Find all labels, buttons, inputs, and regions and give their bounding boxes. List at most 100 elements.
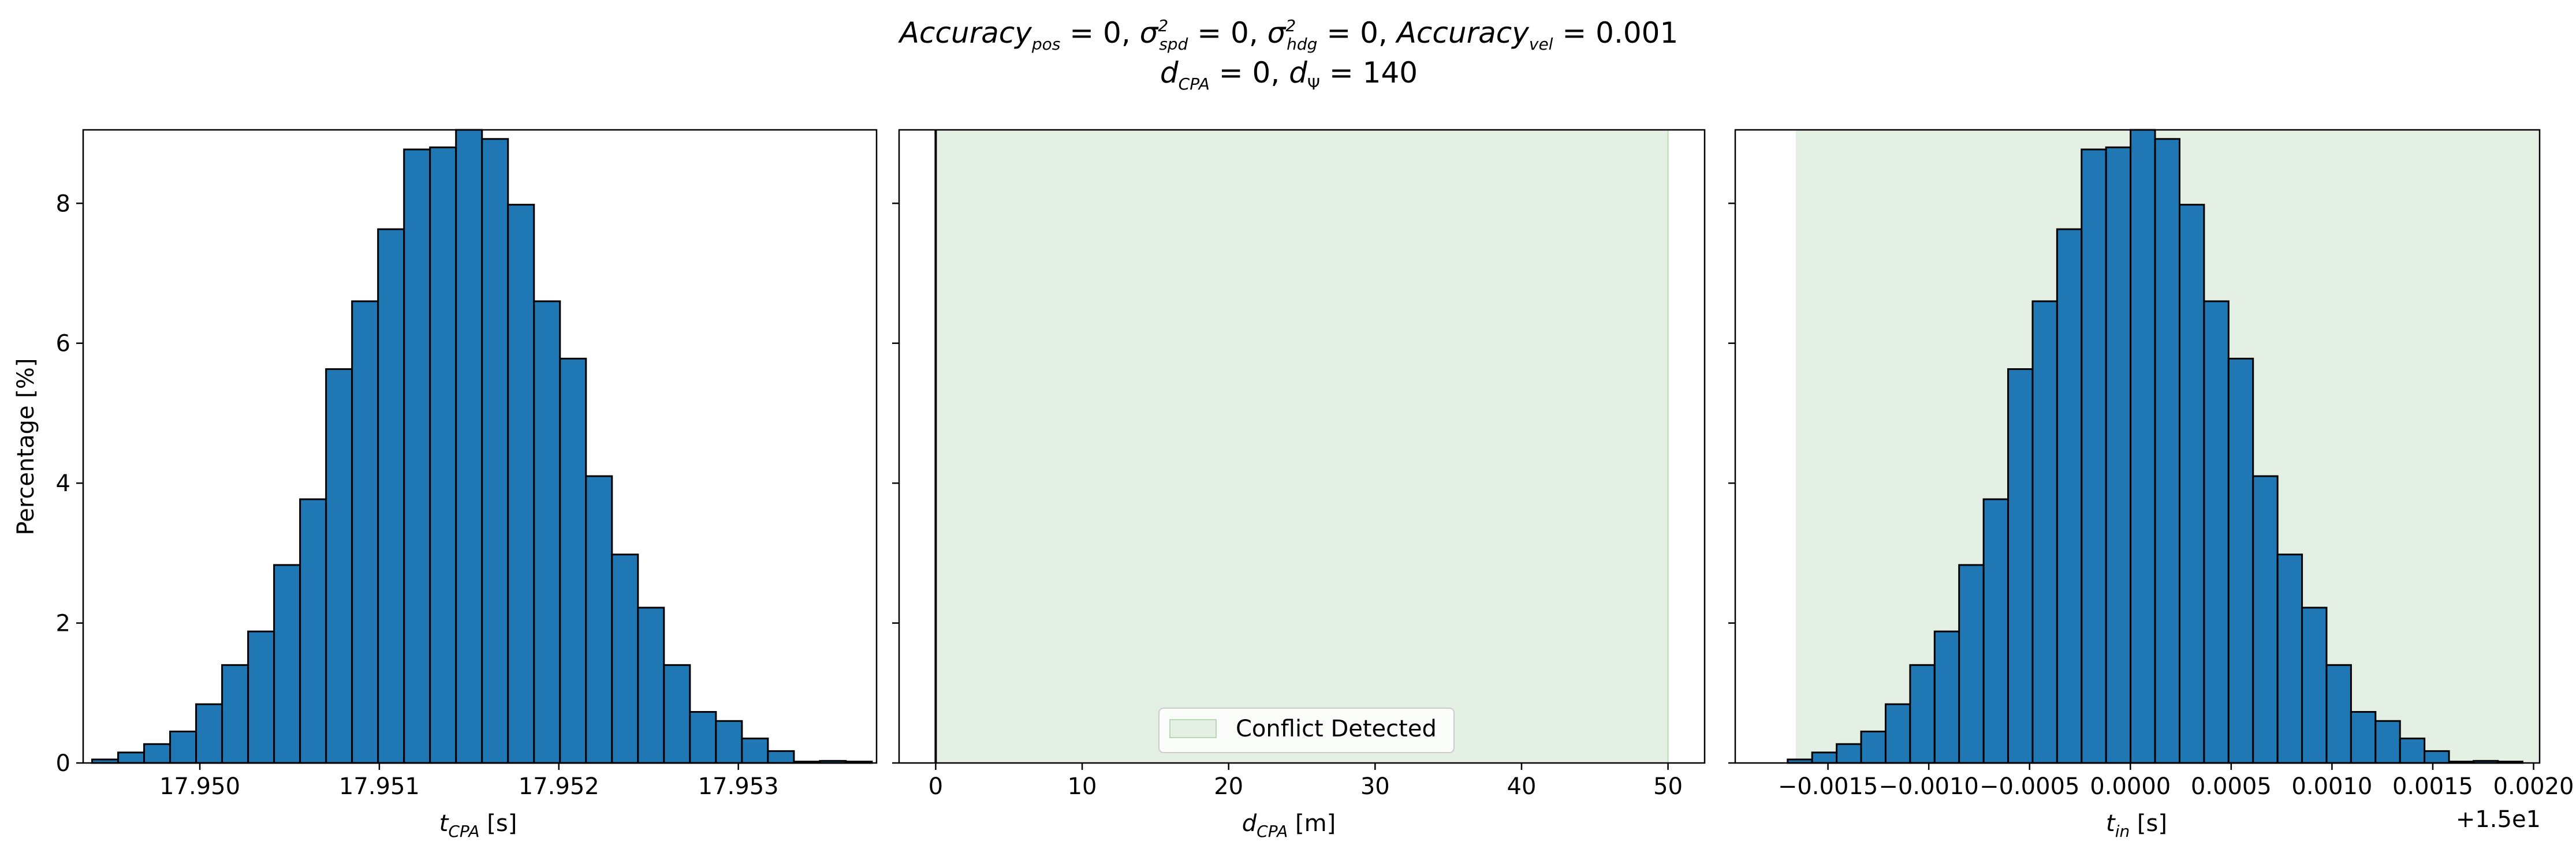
histogram-bar (2227, 357, 2254, 764)
histogram-bar (2252, 475, 2279, 764)
histogram-bar (767, 750, 795, 764)
t-cpa-axes: 17.950 17.951 17.952 17.953 0 2 4 6 8 (56, 129, 878, 800)
histogram-bar (247, 630, 275, 764)
x-tick-label: 0.0010 (2291, 773, 2372, 800)
histogram-bar (481, 138, 509, 764)
t-cpa-xlabel: tCPA [s] (439, 810, 517, 841)
histogram-bar (1860, 730, 1887, 764)
histogram-bar (325, 368, 353, 764)
histogram-bar (1982, 498, 2010, 764)
x-tick-label: 10 (1068, 773, 1097, 800)
y-tick-label: 2 (56, 611, 70, 637)
x-tick-label: −0.0010 (1878, 773, 1978, 800)
histogram-bar (2154, 138, 2180, 764)
y-tick-label: 0 (56, 750, 70, 777)
histogram-bar (533, 300, 561, 764)
histogram-bar (195, 703, 223, 764)
histogram-bar (1836, 743, 1862, 764)
y-tick-label: 6 (56, 331, 70, 357)
histogram-bar (455, 129, 483, 764)
histogram-bar (1811, 751, 1838, 764)
conflict-detected-region (935, 130, 1668, 763)
histogram-bar (585, 475, 613, 764)
x-tick-label: 0.0000 (2090, 773, 2171, 800)
panel-t-in: −0.0015 −0.0010 −0.0005 0.0000 0.0005 0.0010 0… (1728, 129, 2574, 841)
t-in-bars (1735, 129, 2540, 764)
histogram-bar (429, 146, 457, 764)
axes-frame (1734, 129, 2541, 764)
figure-title-line1: Accuracypos = 0, σ2 spd = 0, σ2 hdg = 0, A… (898, 16, 1679, 54)
histogram-bar (689, 711, 717, 764)
d-cpa-axes: 0 10 20 30 40 50 (892, 129, 1706, 800)
histogram-bar (637, 607, 665, 764)
panel-d-cpa: 0 10 20 30 40 50 Conflict Detected dCPA [m] (892, 129, 1706, 841)
d-cpa-xlabel: dCPA [m] (1242, 810, 1336, 841)
histogram-bar (2178, 204, 2205, 764)
histogram-bar (2130, 129, 2156, 764)
t-cpa-bars (83, 129, 877, 764)
x-tick-label: 20 (1214, 773, 1243, 800)
d-cpa-region (899, 130, 1705, 763)
histogram-bar (663, 664, 691, 764)
axes-frame (82, 129, 878, 764)
histogram-bar (715, 720, 743, 764)
x-tick-label: 0 (929, 773, 943, 800)
histogram-bar (2424, 750, 2450, 764)
t-in-axes: −0.0015 −0.0010 −0.0005 0.0000 0.0005 0.0010 0… (1728, 129, 2574, 800)
x-tick-label: −0.0005 (1979, 773, 2079, 800)
histogram-bar (1884, 703, 1911, 764)
y-tick-label: 4 (56, 470, 70, 497)
histogram-bar (273, 564, 301, 764)
histogram-bar (299, 498, 327, 764)
x-tick-label: 50 (1653, 773, 1683, 800)
axes-frame (898, 129, 1706, 764)
y-axis-label: Percentage [%] (13, 358, 39, 536)
x-tick-label: 30 (1360, 773, 1390, 800)
x-tick-label: 0.0020 (2493, 773, 2574, 800)
histogram-bar (2081, 148, 2107, 764)
x-tick-label: 17.952 (519, 773, 599, 800)
legend-frame (1158, 708, 1455, 753)
histogram-bar (559, 357, 587, 764)
panel-t-cpa: 17.950 17.951 17.952 17.953 0 2 4 6 8 tCPA [s] P… (13, 129, 878, 841)
histogram-bar (221, 664, 249, 764)
t-in-offset-text: +1.5e1 (2456, 806, 2541, 833)
histogram-bar (1958, 564, 1985, 764)
legend-swatch (1169, 719, 1217, 738)
histogram-bar (2007, 368, 2034, 764)
legend: Conflict Detected (1158, 708, 1455, 753)
x-tick-label: 0.0015 (2392, 773, 2473, 800)
histogram-bar (117, 751, 146, 764)
x-tick-label: −0.0015 (1778, 773, 1878, 800)
x-tick-label: 17.953 (698, 773, 779, 800)
histogram-bar (1933, 630, 1960, 764)
histogram-bar (741, 738, 769, 764)
x-tick-label: 0.0005 (2191, 773, 2272, 800)
histogram-bar (2031, 300, 2058, 764)
histogram-bar (377, 228, 405, 764)
histogram-bar (2399, 738, 2426, 764)
x-tick-label: 40 (1507, 773, 1537, 800)
t-in-xlabel: tin [s] (2106, 810, 2167, 841)
histogram-bar (2325, 664, 2352, 764)
histogram-bar (403, 148, 431, 764)
histogram-bar (2105, 146, 2132, 764)
x-tick-label: 17.951 (339, 773, 420, 800)
figure-title-line2: dCPA = 0, dΨ = 140 (1160, 56, 1418, 93)
histogram-bar (2056, 228, 2083, 764)
y-tick-label: 8 (56, 190, 70, 217)
histogram-bar (2350, 711, 2377, 764)
histogram-bar (611, 553, 639, 764)
histogram-bar (351, 300, 379, 764)
histogram-bar (1909, 664, 1936, 764)
x-tick-label: 17.950 (159, 773, 240, 800)
histogram-bar (2203, 300, 2230, 764)
histogram-bar (2374, 720, 2401, 764)
histogram-bar (143, 743, 172, 764)
histogram-bar (169, 730, 197, 764)
histogram-bar (507, 204, 535, 764)
histogram-bar (2301, 607, 2328, 764)
legend-label: Conflict Detected (1236, 716, 1437, 742)
